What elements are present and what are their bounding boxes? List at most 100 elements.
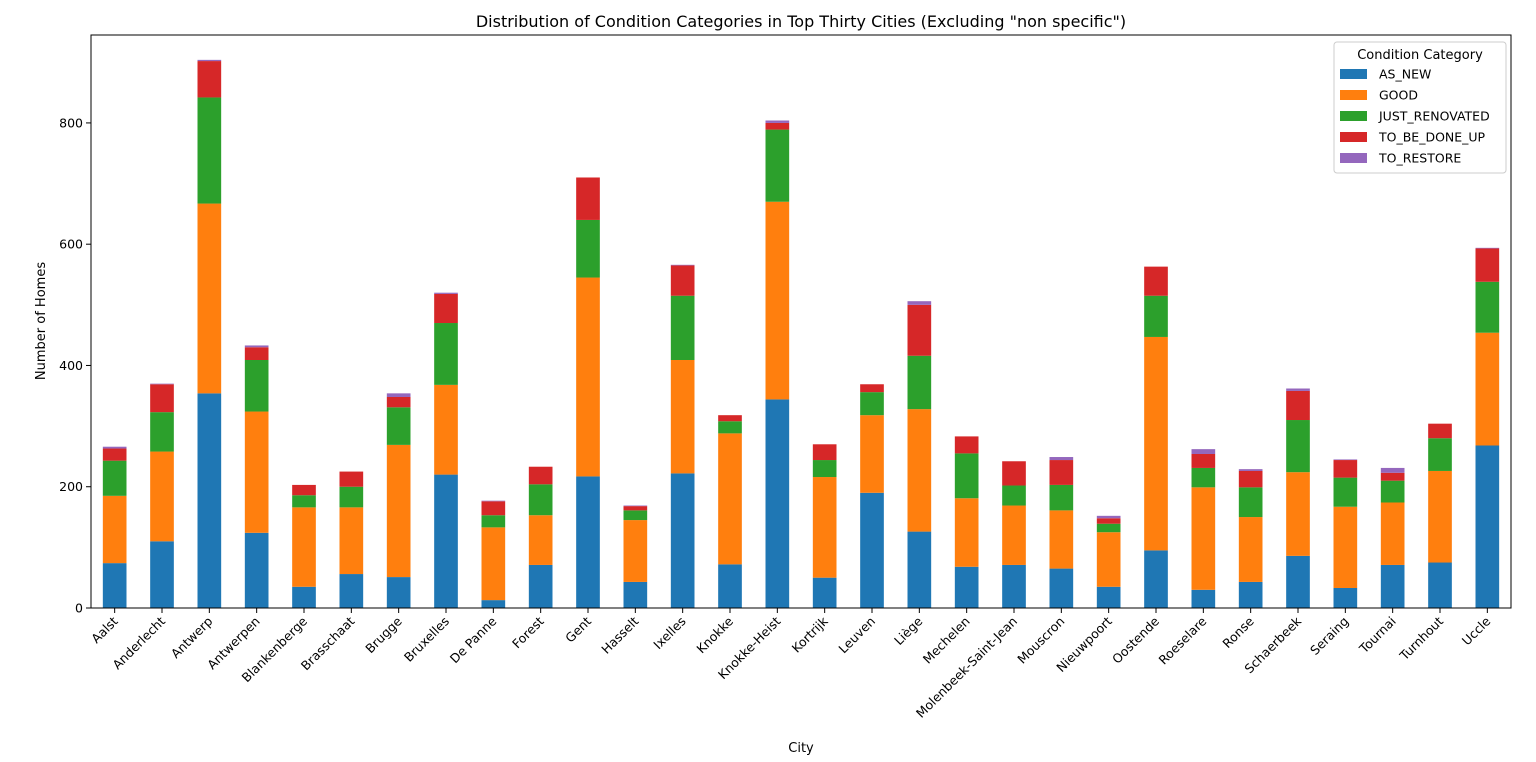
bar-just-renovated-25 [1286,420,1310,473]
y-tick-label: 800 [59,115,83,130]
y-axis: 0 200 400 600 800 [59,115,91,616]
bar-as-new-9 [528,564,553,608]
bar-as-new-4 [292,586,316,608]
bar-just-renovated-3 [244,360,269,412]
bar-just-renovated-10 [576,219,600,278]
bar-just-renovated-24 [1238,487,1263,518]
bar-good-13 [718,433,742,565]
x-tick-label: Aalst [88,613,121,646]
bar-to-restore-23 [1191,449,1216,454]
plot-frame [90,34,1512,609]
bar-good-24 [1238,517,1263,582]
bar-good-10 [576,277,600,477]
bar-good-26 [1333,506,1358,588]
legend-label-to-restore: TO_RESTORE [1378,151,1461,166]
bar-just-renovated-6 [386,407,411,445]
bar-to-be-done-up-25 [1286,390,1310,421]
bar-good-6 [386,444,411,578]
y-tick-label: 200 [59,479,83,494]
bar-good-12 [670,360,695,474]
bar-to-be-done-up-5 [339,471,364,487]
bar-good-17 [907,409,932,532]
bar-to-be-done-up-14 [765,122,790,130]
bar-good-20 [1049,510,1074,569]
bar-as-new-12 [670,473,695,608]
bar-just-renovated-14 [765,129,790,202]
bar-as-new-0 [102,563,127,608]
bar-as-new-13 [718,564,742,608]
bar-good-14 [765,201,790,400]
bar-good-1 [150,451,174,542]
bar-good-27 [1380,502,1405,565]
x-tick-label: Liège [891,613,926,648]
bars-group [102,59,1500,608]
bar-to-be-done-up-18 [954,436,979,454]
bar-as-new-1 [150,541,174,608]
x-tick-label: Forest [509,613,547,651]
bar-good-0 [102,495,127,564]
x-tick-label: Leuven [835,614,878,657]
bar-good-7 [434,384,458,475]
legend-swatch-just-renovated [1340,111,1367,121]
bar-just-renovated-23 [1191,467,1216,488]
bar-to-be-done-up-3 [244,347,269,360]
bar-just-renovated-13 [718,421,742,434]
bar-just-renovated-15 [812,460,837,478]
bar-to-be-done-up-6 [386,396,411,408]
bar-to-be-done-up-17 [907,304,932,356]
bar-to-restore-0 [102,446,127,449]
x-tick-label: Ixelles [650,614,689,653]
bar-to-restore-17 [907,301,932,305]
bar-good-5 [339,507,364,575]
bar-to-be-done-up-2 [197,61,222,98]
bar-to-restore-24 [1238,469,1263,471]
bar-as-new-8 [481,600,506,608]
bar-good-3 [244,411,269,533]
bar-as-new-10 [576,476,600,608]
bar-as-new-22 [1144,550,1168,608]
bar-to-be-done-up-27 [1380,472,1405,481]
bar-just-renovated-16 [860,392,884,416]
y-tick-label: 400 [59,358,83,373]
x-tick-label: Antwerp [168,613,216,661]
legend-label-good: GOOD [1379,88,1418,103]
bar-to-be-done-up-12 [670,265,695,296]
bar-good-29 [1475,332,1500,446]
bar-good-21 [1096,532,1121,587]
bar-as-new-2 [197,393,222,608]
bar-to-restore-1 [150,383,174,385]
bar-just-renovated-18 [954,453,979,499]
bar-as-new-6 [386,577,411,608]
x-tick-label: Brugge [362,613,405,656]
bar-just-renovated-1 [150,412,174,452]
bar-as-new-3 [244,532,269,608]
legend-title: Condition Category [1357,48,1483,63]
x-tick-label: Bruxelles [401,614,452,665]
bar-good-2 [197,203,222,394]
y-tick-label: 0 [75,601,83,616]
legend-swatch-to-restore [1340,153,1367,163]
x-tick-label: Gent [562,613,594,645]
bar-to-restore-20 [1049,457,1074,461]
bar-as-new-16 [860,492,884,608]
x-tick-label: Uccle [1459,613,1494,648]
bar-to-be-done-up-19 [1002,461,1026,486]
bar-just-renovated-22 [1144,295,1168,337]
bar-just-renovated-9 [528,484,553,516]
bar-to-restore-11 [623,505,648,507]
bar-as-new-26 [1333,587,1358,608]
bar-to-be-done-up-7 [434,293,458,324]
bar-as-new-5 [339,574,364,608]
bar-as-new-7 [434,474,458,608]
bar-as-new-11 [623,581,648,608]
bar-just-renovated-29 [1475,281,1500,333]
bar-just-renovated-19 [1002,485,1026,506]
bar-to-restore-8 [481,500,506,502]
bar-as-new-21 [1096,586,1121,608]
bar-to-be-done-up-20 [1049,460,1074,485]
bar-to-be-done-up-1 [150,384,174,413]
bar-to-be-done-up-29 [1475,248,1500,282]
bar-to-restore-12 [670,264,695,266]
